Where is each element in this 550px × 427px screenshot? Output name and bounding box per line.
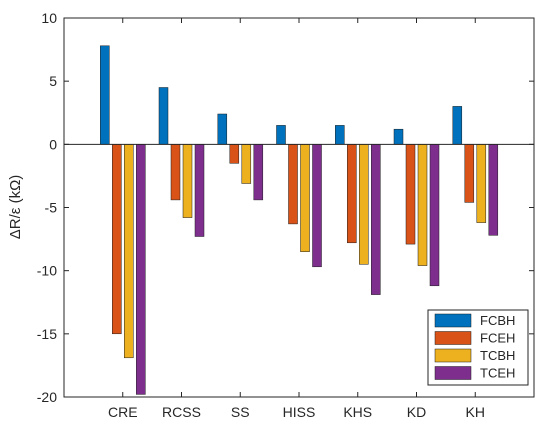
bar-tceh-rcss: [194, 144, 205, 237]
y-tick-label: -20: [37, 389, 57, 405]
legend-items: FCBH FCEH TCBH TCEH: [434, 313, 515, 381]
bar-tcbh-kh: [476, 144, 487, 223]
bar-fcbh-kd: [393, 128, 404, 145]
legend-swatch-fcbh: [434, 313, 472, 328]
y-tick-label: -15: [37, 326, 57, 342]
x-tick-label: KHS: [343, 404, 372, 420]
y-axis: 10 5 0 -5 -10 -15 -20: [37, 10, 534, 405]
bar-tcbh-rcss: [182, 144, 193, 218]
bar-fcbh-kh: [452, 106, 463, 145]
bars-group: [100, 45, 499, 395]
bar-fceh-kd: [405, 144, 416, 245]
bar-tceh-kh: [488, 144, 499, 236]
y-axis-title: ΔR/ε (kΩ): [7, 175, 24, 240]
x-tick-label: SS: [231, 404, 250, 420]
x-axis: CRE RCSS SS HISS KHS KD KH: [108, 18, 485, 420]
y-tick-label: -10: [37, 263, 57, 279]
bar-fcbh-hiss: [276, 125, 286, 145]
y-tick-label: 5: [49, 73, 57, 89]
bar-tceh-khs: [371, 144, 381, 295]
x-tick-label: KD: [407, 404, 426, 420]
x-tick-label: CRE: [108, 404, 138, 420]
bar-fceh-khs: [347, 144, 357, 244]
legend-swatch-fceh: [434, 331, 472, 345]
bar-tcbh-cre: [124, 144, 134, 359]
bar-tcbh-kd: [417, 144, 428, 266]
bar-fceh-cre: [112, 144, 122, 335]
bar-fcbh-cre: [100, 45, 110, 145]
bar-tcbh-khs: [359, 144, 369, 265]
legend: FCBH FCEH TCBH TCEH: [427, 309, 529, 386]
x-tick-label: RCSS: [162, 404, 201, 420]
bar-fceh-rcss: [170, 144, 181, 201]
legend-label-fcbh: FCBH: [480, 313, 515, 328]
legend-swatch-tceh: [434, 366, 472, 380]
bar-tcbh-ss: [241, 144, 252, 184]
bar-fceh-hiss: [288, 144, 298, 225]
x-tick-label: KH: [466, 404, 485, 420]
bar-tcbh-hiss: [300, 144, 310, 252]
x-tick-label: HISS: [283, 404, 316, 420]
bar-tceh-hiss: [312, 144, 322, 268]
y-tick-label: 10: [41, 10, 57, 26]
bar-fcbh-khs: [335, 125, 345, 145]
y-tick-label: -5: [45, 200, 58, 216]
y-tick-label: 0: [49, 136, 57, 152]
legend-label-tceh: TCEH: [480, 366, 515, 381]
bar-tceh-ss: [253, 144, 264, 201]
bar-tceh-cre: [136, 144, 146, 395]
bar-tceh-kd: [429, 144, 440, 287]
bar-fcbh-ss: [217, 113, 228, 145]
legend-label-tcbh: TCBH: [480, 348, 515, 363]
bar-fceh-kh: [464, 144, 475, 203]
bar-fcbh-rcss: [158, 87, 169, 145]
legend-swatch-tcbh: [434, 348, 472, 363]
legend-label-fceh: FCEH: [480, 331, 515, 346]
bar-fceh-ss: [229, 144, 240, 164]
